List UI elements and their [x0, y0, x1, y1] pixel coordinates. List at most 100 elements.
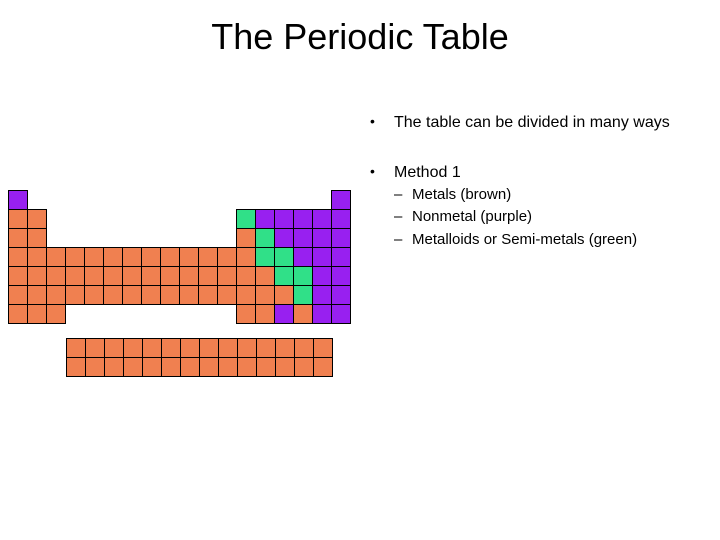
- cell: [294, 210, 313, 229]
- sub-bullet-metals: Metals (brown): [394, 185, 688, 205]
- cell: [199, 191, 218, 210]
- cell: [85, 229, 104, 248]
- cell: [86, 339, 105, 358]
- cell: [181, 339, 200, 358]
- cell: [66, 210, 85, 229]
- cell: [313, 229, 332, 248]
- cell: [104, 191, 123, 210]
- cell: [294, 286, 313, 305]
- cell: [275, 191, 294, 210]
- cell: [199, 229, 218, 248]
- cell: [294, 267, 313, 286]
- cell: [314, 358, 333, 377]
- cell: [162, 339, 181, 358]
- cell: [276, 339, 295, 358]
- cell: [124, 358, 143, 377]
- cell: [257, 339, 276, 358]
- sub-bullet-metalloids: Metalloids or Semi-metals (green): [394, 230, 688, 250]
- cell: [123, 286, 142, 305]
- cell: [47, 286, 66, 305]
- cell: [275, 267, 294, 286]
- cell: [161, 286, 180, 305]
- cell: [9, 229, 28, 248]
- cell: [332, 305, 351, 324]
- cell: [105, 358, 124, 377]
- cell: [218, 248, 237, 267]
- cell: [238, 358, 257, 377]
- cell: [161, 305, 180, 324]
- cell: [9, 210, 28, 229]
- cell: [162, 358, 181, 377]
- cell: [85, 267, 104, 286]
- bullet-1-text: The table can be divided in many ways: [394, 114, 670, 131]
- cell: [200, 358, 219, 377]
- cell: [85, 286, 104, 305]
- cell: [218, 305, 237, 324]
- cell: [104, 229, 123, 248]
- cell: [199, 248, 218, 267]
- cell: [237, 286, 256, 305]
- cell: [47, 305, 66, 324]
- cell: [123, 191, 142, 210]
- cell: [314, 339, 333, 358]
- cell: [161, 267, 180, 286]
- cell: [161, 191, 180, 210]
- cell: [142, 210, 161, 229]
- bullet-2-text: Method 1: [394, 164, 461, 181]
- cell: [104, 267, 123, 286]
- cell: [161, 229, 180, 248]
- cell: [105, 339, 124, 358]
- cell: [66, 191, 85, 210]
- cell: [180, 267, 199, 286]
- cell: [104, 305, 123, 324]
- cell: [199, 210, 218, 229]
- cell: [219, 339, 238, 358]
- cell: [9, 248, 28, 267]
- cell: [142, 286, 161, 305]
- bullet-content: The table can be divided in many ways Me…: [368, 112, 688, 278]
- cell: [161, 248, 180, 267]
- cell: [294, 248, 313, 267]
- cell: [256, 305, 275, 324]
- cell: [256, 248, 275, 267]
- cell: [143, 358, 162, 377]
- bullet-2: Method 1 Metals (brown) Nonmetal (purple…: [368, 162, 688, 250]
- cell: [275, 286, 294, 305]
- cell: [66, 267, 85, 286]
- cell: [237, 229, 256, 248]
- cell: [294, 191, 313, 210]
- cell: [9, 286, 28, 305]
- cell: [104, 210, 123, 229]
- cell: [218, 191, 237, 210]
- bullet-1: The table can be divided in many ways: [368, 112, 688, 134]
- f-block: [66, 338, 333, 377]
- cell: [295, 358, 314, 377]
- cell: [313, 267, 332, 286]
- cell: [66, 286, 85, 305]
- cell: [237, 305, 256, 324]
- cell: [294, 229, 313, 248]
- cell: [28, 191, 47, 210]
- cell: [47, 210, 66, 229]
- cell: [275, 248, 294, 267]
- cell: [47, 229, 66, 248]
- cell: [218, 267, 237, 286]
- cell: [199, 286, 218, 305]
- cell: [123, 248, 142, 267]
- cell: [66, 229, 85, 248]
- cell: [9, 267, 28, 286]
- cell: [218, 210, 237, 229]
- cell: [219, 358, 238, 377]
- cell: [47, 191, 66, 210]
- cell: [142, 229, 161, 248]
- cell: [238, 339, 257, 358]
- cell: [9, 191, 28, 210]
- cell: [85, 191, 104, 210]
- cell: [218, 229, 237, 248]
- cell: [256, 229, 275, 248]
- cell: [256, 286, 275, 305]
- periodic-table: [8, 190, 351, 324]
- cell: [124, 339, 143, 358]
- cell: [332, 210, 351, 229]
- cell: [257, 358, 276, 377]
